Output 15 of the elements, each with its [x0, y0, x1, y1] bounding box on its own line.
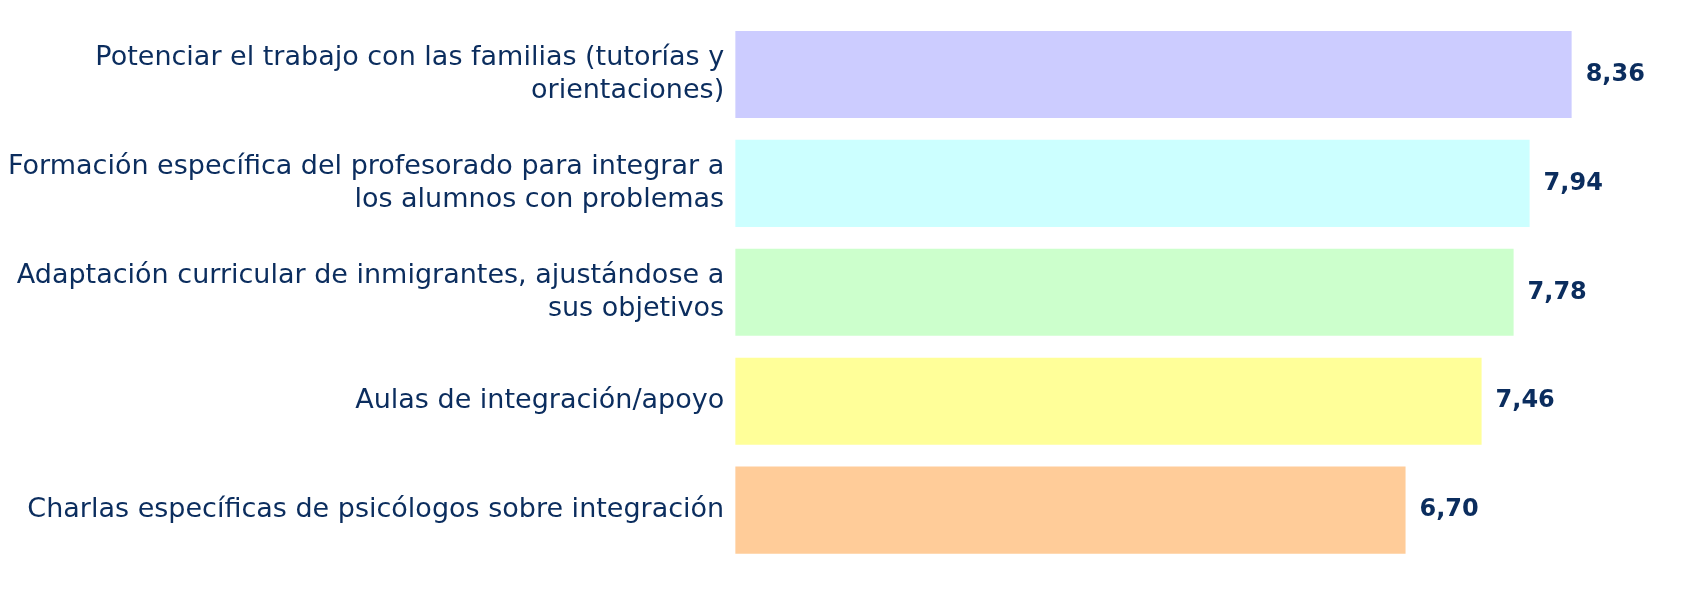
data-label: 8,36 [1585, 58, 1645, 87]
bar [735, 466, 1406, 554]
data-label: 7,78 [1527, 276, 1587, 305]
y-tick-label: Potenciar el trabajo con las familias (tutorías y orientaciones) [95, 40, 725, 104]
bar [735, 357, 1482, 445]
data-label: 6,70 [1419, 494, 1479, 523]
y-tick-label: Aulas de integración/apoyo [355, 383, 725, 415]
y-tick-label: Charlas específicas de psicólogos sobre integración [27, 492, 725, 524]
bar [735, 139, 1530, 227]
bar [735, 30, 1572, 119]
data-label: 7,46 [1495, 385, 1555, 414]
y-tick-label: Formación específica del profesorado para integrar a los alumnos con problemas [8, 149, 725, 213]
y-tick-label: Adaptación curricular de inmigrantes, ajustándose a sus objetivos [16, 258, 725, 322]
data-label: 7,94 [1543, 167, 1603, 196]
bar [735, 248, 1514, 336]
